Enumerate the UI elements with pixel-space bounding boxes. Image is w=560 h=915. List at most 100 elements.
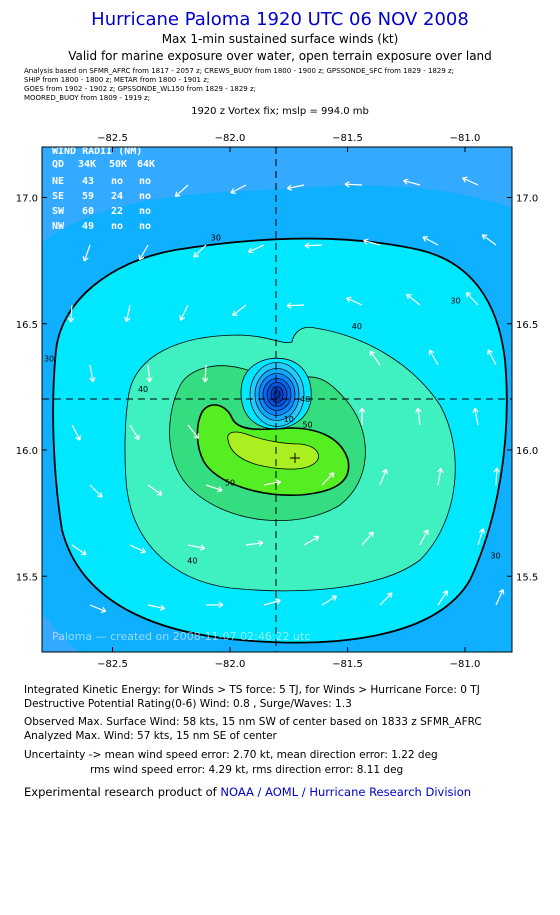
contour-label-3: 30 xyxy=(490,552,500,561)
wind-radii-row-nw-50k: no xyxy=(111,221,123,232)
wind-vector-19 xyxy=(345,296,363,306)
wind-vector-43 xyxy=(129,544,146,554)
y-tick-label-right-0: 15.5 xyxy=(516,572,538,583)
wind-vector-49 xyxy=(477,528,485,546)
watermark-text: Paloma — created on 2008-11-07 02:46:22 … xyxy=(52,630,310,643)
wind-vector-41 xyxy=(493,467,500,486)
contour-label-10: 10 xyxy=(284,415,294,424)
wind-vector-5 xyxy=(462,176,479,186)
y-tick-label-left-2: 16.5 xyxy=(16,320,38,331)
wind-vector-2 xyxy=(286,184,305,191)
wind-vector-21 xyxy=(465,292,479,306)
analyzed-max-wind-line: Analyzed Max. Wind: 57 kts, 15 nm SE of … xyxy=(24,730,277,742)
wind-vector-35 xyxy=(147,484,163,496)
wind-vector-1 xyxy=(230,184,247,194)
wind-vector-53 xyxy=(263,598,281,606)
wind-vector-54 xyxy=(321,595,338,606)
y-tick-label-right-3: 17.0 xyxy=(516,194,538,205)
observed-max-wind-line: Observed Max. Surface Wind: 58 kts, 15 n… xyxy=(24,716,482,728)
wind-vector-55 xyxy=(379,592,393,606)
contour-field: 30 30 30 30 40 40 40 40 50 50 10 WIND RADII (NM) Q… xyxy=(42,147,512,652)
contour-label-9: 50 xyxy=(225,478,235,487)
contour-label-5: 40 xyxy=(138,385,148,394)
wind-radii-row-nw-qd: NW xyxy=(52,221,65,232)
wind-vector-25 xyxy=(369,350,381,366)
wind-vector-3 xyxy=(344,181,363,188)
uncertainty-mean-line: Uncertainty -> mean wind speed error: 2.… xyxy=(24,749,438,761)
y-tick-label-right-2: 16.5 xyxy=(516,320,538,331)
contour-label-8: 50 xyxy=(302,420,312,429)
x-tick-label-top-0: −82.5 xyxy=(97,133,128,144)
plot-frame xyxy=(41,146,513,653)
wind-vector-29 xyxy=(129,424,140,441)
x-tick-label-top-1: −82.0 xyxy=(215,133,246,144)
wind-lt30-corner-nw xyxy=(42,147,512,242)
wind-vector-48 xyxy=(419,529,429,546)
wind-radii-row-sw-34k: 60 xyxy=(82,206,94,217)
source-line-2: SHIP from 1800 - 1800 z; METAR from 1800… xyxy=(24,76,210,84)
wind-vector-31 xyxy=(358,407,366,426)
contour-label-2: 30 xyxy=(44,355,54,364)
wind-radii-row-ne-34k: 43 xyxy=(82,176,94,187)
uncertainty-rms-line: rms wind speed error: 4.29 kt, rms direc… xyxy=(90,764,404,776)
wind-vector-45 xyxy=(245,540,264,547)
hrd-link[interactable]: NOAA / AOML / Hurricane Research Divisio… xyxy=(220,785,472,799)
wind-vector-9 xyxy=(247,244,265,254)
chart-subtitle-exposure: Valid for marine exposure over water, op… xyxy=(68,49,492,63)
wind-vector-11 xyxy=(363,238,381,246)
wind-vector-42 xyxy=(71,544,87,556)
wind-vector-4 xyxy=(403,178,421,186)
wind-radii-row-sw-64k: no xyxy=(139,206,151,217)
contour-label-1: 30 xyxy=(451,297,461,306)
x-tick-label-bottom-0: −82.5 xyxy=(97,659,128,670)
wind-radii-row-ne-64k: no xyxy=(139,176,151,187)
ike-line: Integrated Kinetic Energy: for Winds > T… xyxy=(24,684,480,696)
wind-contour-chart: 30 30 30 30 40 40 40 40 50 50 10 WIND RADII (NM) Q… xyxy=(16,133,539,670)
contour-label-4: 40 xyxy=(352,322,362,331)
wind-radii-row-sw-50k: 22 xyxy=(111,206,123,217)
x-tick-label-bottom-3: −81.0 xyxy=(450,659,481,670)
source-line-3: GOES from 1902 - 1902 z; GPSSONDE_WL150 … xyxy=(24,85,257,93)
wind-radii-row-nw-64k: no xyxy=(139,221,151,232)
wind-vector-15 xyxy=(124,304,131,323)
wind-radii-row-nw-34k: 49 xyxy=(82,221,94,232)
x-tick-label-bottom-1: −82.0 xyxy=(215,659,246,670)
wind-radii-row-sw-qd: SW xyxy=(52,206,65,217)
wind-radii-row-se-qd: SE xyxy=(52,191,64,202)
wind-vector-40 xyxy=(437,467,444,486)
wind-vector-51 xyxy=(147,604,166,611)
footer-text: Experimental research product of xyxy=(24,785,221,799)
axis-ticks: −82.5 −82.5 −82.0 −82.0 −81.5 −81.5 −81.0 −81.0… xyxy=(16,133,539,670)
core-ring-7 xyxy=(273,390,281,399)
wind-vector-24 xyxy=(202,364,209,383)
wind-vector-34 xyxy=(89,484,103,498)
wind-radii-header-34k: 34K xyxy=(78,159,96,170)
wind-vector-33 xyxy=(472,407,479,426)
y-tick-label-left-3: 17.0 xyxy=(16,194,38,205)
wind-vector-7 xyxy=(138,244,149,261)
max-wind-marker xyxy=(290,453,300,463)
contour-label-7: 40 xyxy=(187,557,197,566)
wind-vector-56 xyxy=(437,590,448,606)
x-tick-label-bottom-2: −81.5 xyxy=(332,659,363,670)
wind-vector-16 xyxy=(179,304,189,321)
wind-vector-20 xyxy=(406,293,421,306)
wind-vector-52 xyxy=(205,601,224,609)
destructive-potential-line: Destructive Potential Rating(0-6) Wind: … xyxy=(24,698,352,710)
wind-vector-14 xyxy=(67,304,75,323)
wind-vector-46 xyxy=(303,535,320,546)
contour-70-kt xyxy=(227,431,319,470)
y-tick-label-left-0: 15.5 xyxy=(16,572,38,583)
contour-label-0: 30 xyxy=(211,233,221,242)
wind-vector-18 xyxy=(286,302,305,309)
wind-vector-37 xyxy=(263,479,282,486)
wind-radii-row-se-64k: no xyxy=(139,191,151,202)
wind-vector-57 xyxy=(495,589,505,606)
wind-vector-23 xyxy=(146,364,153,383)
wind-vector-50 xyxy=(89,604,107,613)
wind-vector-8 xyxy=(193,244,207,258)
wind-vector-47 xyxy=(361,531,374,546)
wind-vector-0 xyxy=(174,184,189,198)
y-tick-label-left-1: 16.0 xyxy=(16,446,38,457)
wind-vector-36 xyxy=(205,484,223,493)
